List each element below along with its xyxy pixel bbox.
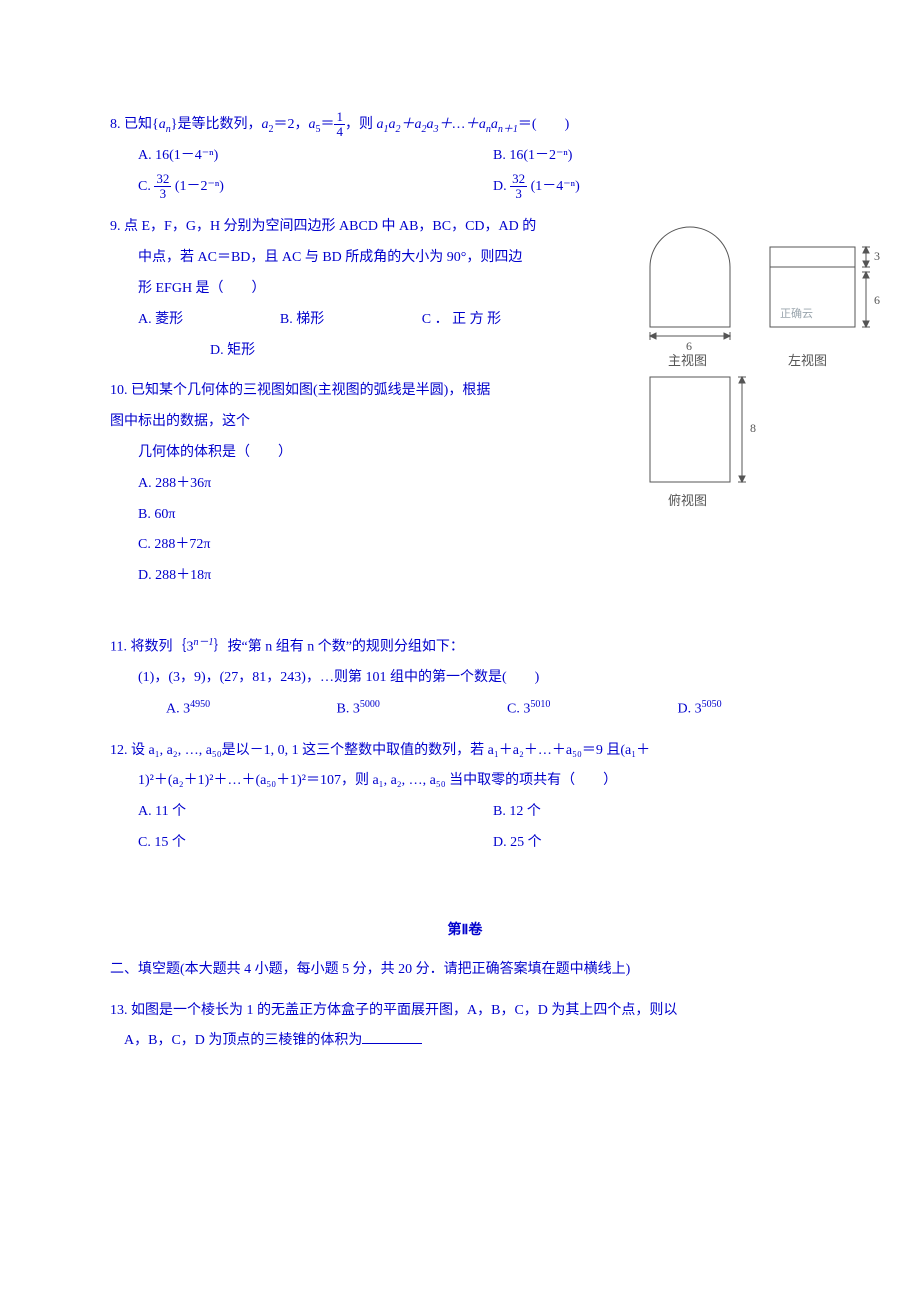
question-13: 13. 如图是一个棱长为 1 的无盖正方体盒子的平面展开图，A，B，C，D 为其… bbox=[110, 996, 820, 1058]
q11-options: A. 34950 B. 35000 C. 35010 D. 35050 bbox=[110, 694, 820, 725]
fraction: 14 bbox=[334, 110, 345, 140]
label: (1－2⁻ⁿ) bbox=[171, 179, 224, 194]
q10-options: A. 288＋36π B. 60π C. 288＋72π D. 288＋18π bbox=[110, 469, 540, 592]
option-b: B. 梯形 bbox=[252, 305, 394, 336]
q12-stem-line1: 12. 设 a₁, a₂, …, a₅₀是以－1, 0, 1 这三个整数中取值的… bbox=[110, 736, 820, 767]
fraction: 323 bbox=[154, 172, 171, 202]
option-a: A. 288＋36π bbox=[110, 469, 540, 500]
q10-stem-line2: 图中标出的数据，这个 bbox=[110, 407, 540, 438]
option-a: A. 34950 bbox=[138, 694, 309, 725]
svg-text:俯视图: 俯视图 bbox=[668, 493, 707, 508]
label: A. 3 bbox=[166, 702, 190, 717]
option-c: C. 15 个 bbox=[110, 828, 465, 859]
svg-text:6: 6 bbox=[874, 293, 880, 307]
question-11: 11. 将数列｛3n－1｝按“第 n 组有 n 个数”的规则分组如下： (1)，… bbox=[110, 632, 820, 726]
section-2-intro: 二、填空题(本大题共 4 小题，每小题 5 分，共 20 分．请把正确答案填在题… bbox=[110, 955, 820, 986]
exponent: 5050 bbox=[702, 699, 722, 710]
numerator: 32 bbox=[154, 172, 171, 187]
label: C. bbox=[138, 179, 154, 194]
denominator: 3 bbox=[510, 187, 527, 201]
label: C. 3 bbox=[507, 702, 530, 717]
svg-text:正确云: 正确云 bbox=[780, 307, 813, 320]
exponent: 5010 bbox=[530, 699, 550, 710]
option-d: D. 矩形 bbox=[110, 336, 640, 367]
option-b: B. 16(1－2⁻ⁿ) bbox=[465, 141, 820, 172]
q11-stem-line1: 11. 将数列｛3n－1｝按“第 n 组有 n 个数”的规则分组如下： bbox=[110, 632, 820, 663]
text: ｝按“第 n 组有 n 个数”的规则分组如下： bbox=[213, 640, 463, 655]
option-d: D. 35050 bbox=[650, 694, 821, 725]
text: ＝( ) bbox=[518, 117, 569, 132]
numerator: 32 bbox=[510, 172, 527, 187]
sum-expr: a1a2＋a2a3＋…＋anan＋1 bbox=[376, 117, 517, 132]
label: D. bbox=[493, 179, 510, 194]
q9-stem-line3: 形 EFGH 是（ ） bbox=[110, 274, 568, 305]
q10-stem-line1: 10. 已知某个几何体的三视图如图(主视图的弧线是半圆)，根据 bbox=[110, 376, 540, 407]
option-b: B. 12 个 bbox=[465, 797, 820, 828]
figure-svg: 3 6 6 8 主视图 左视图 俯视图 正确云 bbox=[630, 212, 890, 522]
exponent: 4950 bbox=[190, 699, 210, 710]
denominator: 4 bbox=[334, 125, 345, 139]
label: (1－4⁻ⁿ) bbox=[527, 179, 580, 194]
option-c: C. 35010 bbox=[479, 694, 650, 725]
section-2-title: 第Ⅱ卷 bbox=[110, 919, 820, 939]
svg-text:左视图: 左视图 bbox=[788, 353, 827, 368]
q9-stem-line2: 中点，若 AC＝BD，且 AC 与 BD 所成角的大小为 90°，则四边 bbox=[110, 243, 568, 274]
q8-options: A. 16(1－4⁻ⁿ) B. 16(1－2⁻ⁿ) C. 323 (1－2⁻ⁿ)… bbox=[110, 141, 820, 203]
text: ，则 bbox=[345, 117, 377, 132]
svg-text:主视图: 主视图 bbox=[668, 353, 707, 368]
q12-options: A. 11 个 B. 12 个 C. 15 个 D. 25 个 bbox=[110, 797, 820, 859]
fill-blank bbox=[362, 1029, 422, 1044]
q8-stem: 8. 已知{an}是等比数列，a2＝2，a5＝14，则 a1a2＋a2a3＋…＋… bbox=[110, 110, 820, 141]
exponent: n－1 bbox=[193, 637, 213, 648]
q13-line1: 13. 如图是一个棱长为 1 的无盖正方体盒子的平面展开图，A，B，C，D 为其… bbox=[110, 996, 820, 1027]
q10-stem-line3: 几何体的体积是（ ） bbox=[110, 438, 568, 469]
text: A，B，C，D 为顶点的三棱锥的体积为 bbox=[124, 1033, 362, 1048]
denominator: 3 bbox=[154, 187, 171, 201]
numerator: 1 bbox=[334, 110, 345, 125]
option-d: D. 323 (1－4⁻ⁿ) bbox=[465, 172, 820, 203]
option-c: C. 288＋72π bbox=[110, 530, 540, 561]
q12-stem-line2: 1)²＋(a₂＋1)²＋…＋(a₅₀＋1)²＝107，则 a₁, a₂, …, … bbox=[110, 766, 820, 797]
text: ＝ bbox=[320, 117, 334, 132]
option-a: A. 菱形 bbox=[110, 305, 252, 336]
q9-stem-line1: 9. 点 E，F，G，H 分别为空间四边形 ABCD 中 AB，BC，CD，AD… bbox=[110, 212, 540, 243]
label: B. 3 bbox=[337, 702, 360, 717]
svg-text:3: 3 bbox=[874, 249, 880, 263]
text: }是等比数列， bbox=[171, 117, 262, 132]
svg-text:8: 8 bbox=[750, 421, 756, 435]
fraction: 323 bbox=[510, 172, 527, 202]
option-b: B. 60π bbox=[110, 500, 540, 531]
question-9: 3 6 6 8 主视图 左视图 俯视图 正确云 9. 点 E，F，G，H 分别为… bbox=[110, 212, 820, 366]
option-c: C. 323 (1－2⁻ⁿ) bbox=[110, 172, 465, 203]
text: ＝2， bbox=[273, 117, 308, 132]
option-d: D. 25 个 bbox=[465, 828, 820, 859]
option-a: A. 16(1－4⁻ⁿ) bbox=[110, 141, 465, 172]
exponent: 5000 bbox=[360, 699, 380, 710]
label: A. 16(1－4⁻ⁿ) bbox=[138, 148, 218, 163]
q11-stem-line2: (1)，(3，9)，(27，81，243)，…则第 101 组中的第一个数是( … bbox=[110, 663, 820, 694]
svg-text:6: 6 bbox=[686, 339, 692, 353]
q9-options: A. 菱形 B. 梯形 C ． 正 方 形 bbox=[110, 305, 540, 336]
option-a: A. 11 个 bbox=[110, 797, 465, 828]
question-12: 12. 设 a₁, a₂, …, a₅₀是以－1, 0, 1 这三个整数中取值的… bbox=[110, 736, 820, 859]
q13-line2: A，B，C，D 为顶点的三棱锥的体积为 bbox=[110, 1026, 820, 1057]
exam-page: 8. 已知{an}是等比数列，a2＝2，a5＝14，则 a1a2＋a2a3＋…＋… bbox=[0, 0, 920, 1127]
option-d: D. 288＋18π bbox=[110, 561, 540, 592]
option-c: C ． 正 方 形 bbox=[394, 305, 540, 336]
label: D. 3 bbox=[678, 702, 702, 717]
option-b: B. 35000 bbox=[309, 694, 480, 725]
question-8: 8. 已知{an}是等比数列，a2＝2，a5＝14，则 a1a2＋a2a3＋…＋… bbox=[110, 110, 820, 202]
three-view-figure: 3 6 6 8 主视图 左视图 俯视图 正确云 bbox=[630, 212, 890, 531]
text: 11. 将数列｛3 bbox=[110, 640, 193, 655]
var-a: a bbox=[159, 117, 166, 132]
label: B. 16(1－2⁻ⁿ) bbox=[493, 148, 572, 163]
text: 8. 已知{ bbox=[110, 117, 159, 132]
